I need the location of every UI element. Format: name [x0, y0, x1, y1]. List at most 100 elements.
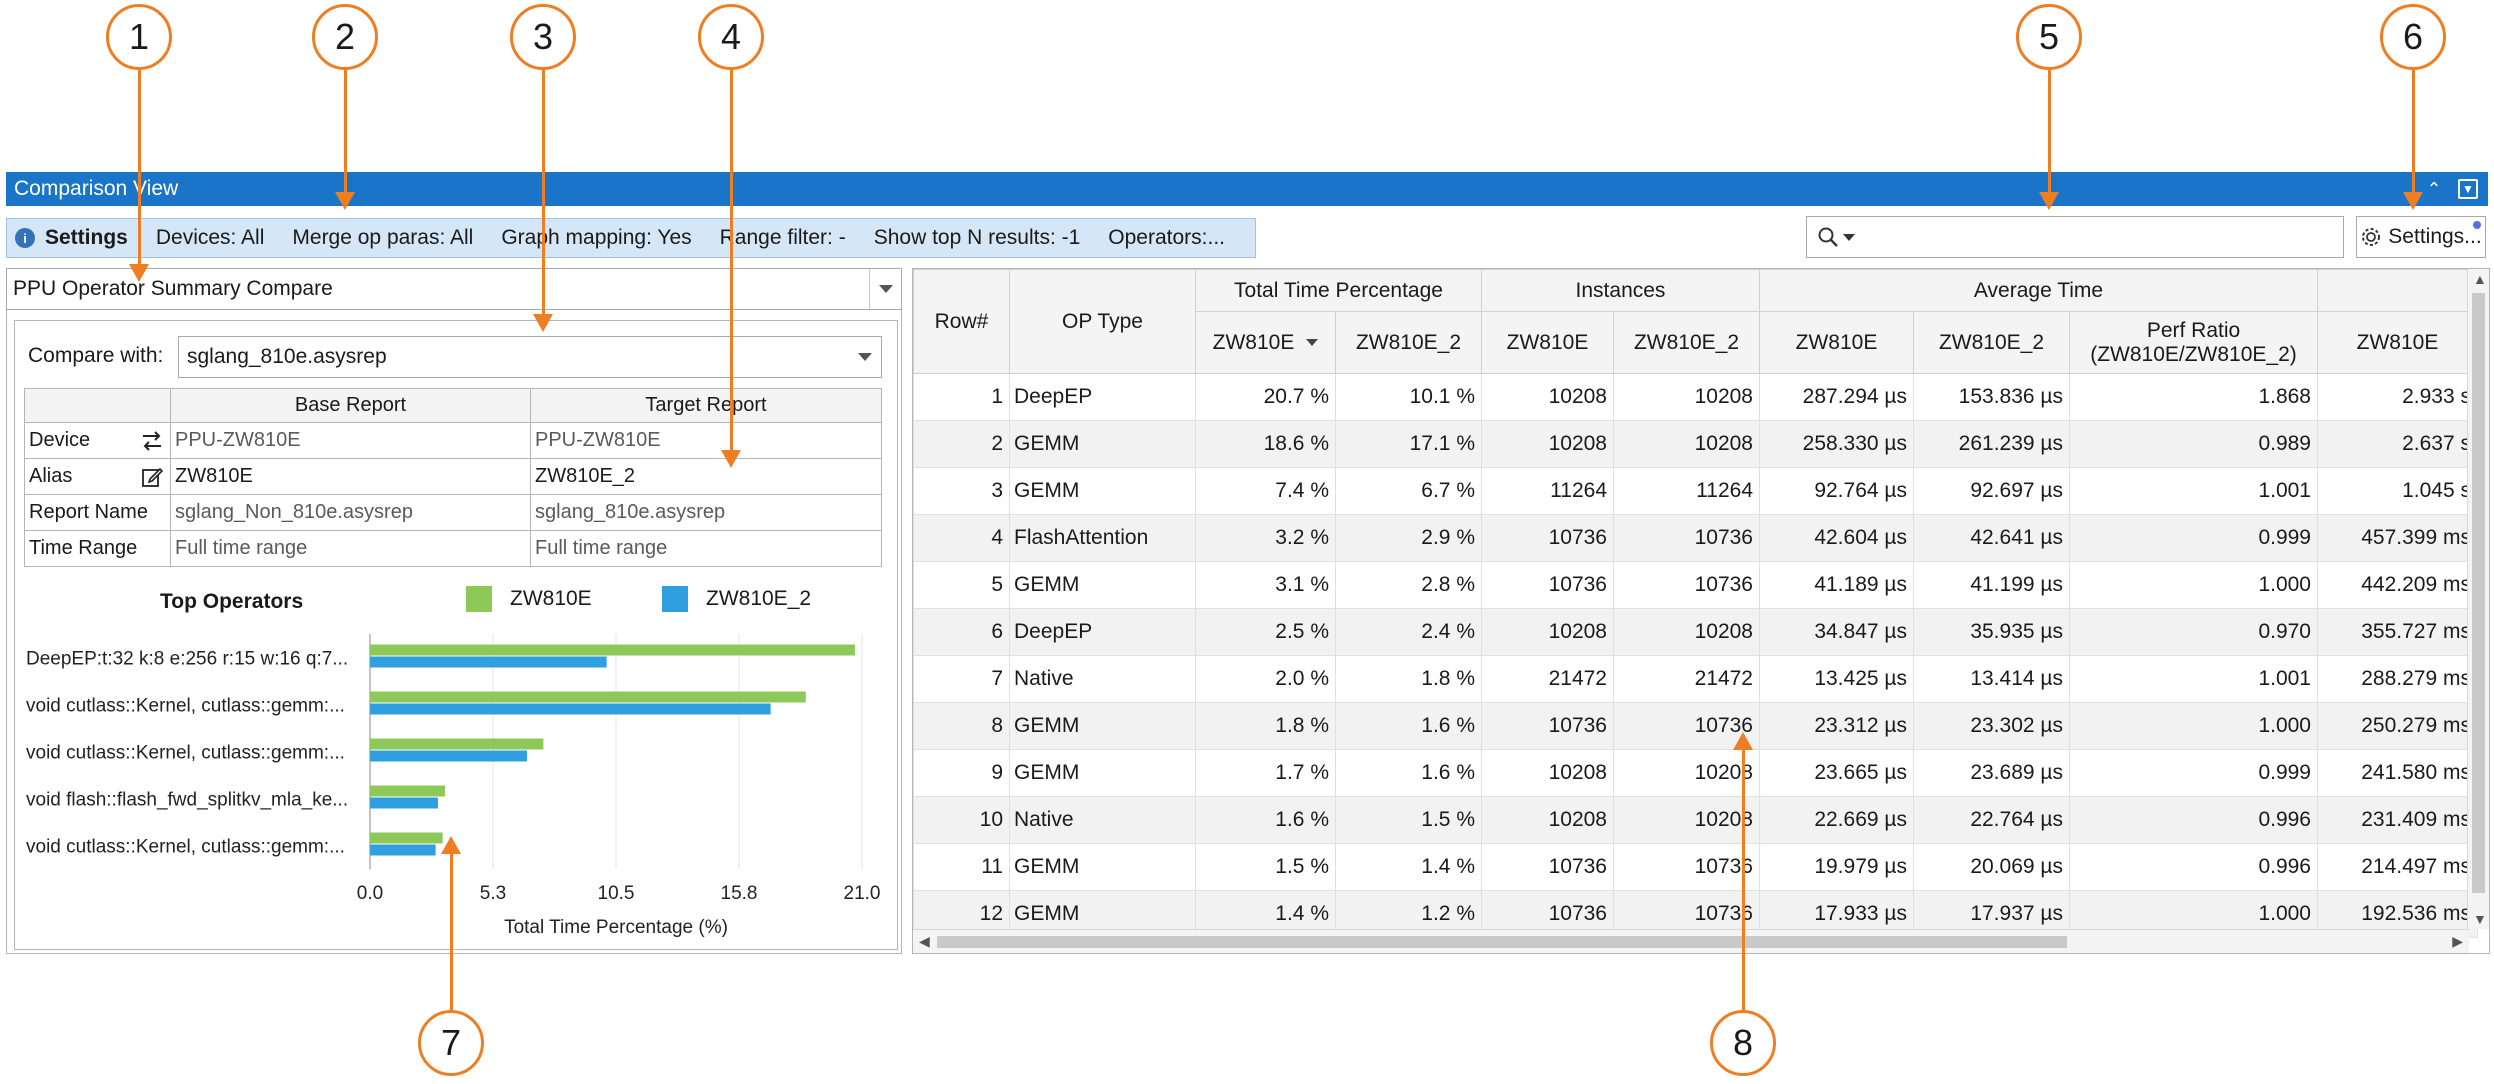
cell-avg-zw810e: 42.604 µs [1759, 514, 1914, 562]
search-icon[interactable] [1817, 226, 1839, 248]
col-op-type[interactable]: OP Type [1009, 269, 1196, 374]
scroll-right-icon[interactable]: ▶ [2452, 933, 2463, 949]
col-total-zw810e-2[interactable]: ZW810E_2 [1335, 311, 1482, 374]
callout-3-arrow [533, 70, 553, 332]
cell-total-zw810e: 18.6 % [1195, 420, 1336, 468]
info-row-time-range: Time Range Full time range Full time ran… [24, 530, 882, 567]
cell-avg-zw810e: 258.330 µs [1759, 420, 1914, 468]
scroll-down-icon[interactable]: ▼ [2473, 911, 2487, 927]
sort-desc-icon[interactable] [1306, 339, 1319, 347]
bar-zw810e-2 [370, 797, 438, 809]
cell-avg-zw810e-2: 23.689 µs [1913, 749, 2070, 797]
cell-total-zw810e: 7.4 % [1195, 467, 1336, 515]
cell-avg-zw810e: 41.189 µs [1759, 561, 1914, 609]
col-perf-ratio[interactable]: Perf Ratio (ZW810E/ZW810E_2) [2069, 311, 2318, 374]
setting-devices: Devices: All [155, 226, 265, 249]
col-inst-zw810e-2[interactable]: ZW810E_2 [1613, 311, 1760, 374]
col-extra-zw810e[interactable]: ZW810E [2317, 311, 2478, 374]
compare-with-select[interactable]: sglang_810e.asysrep [178, 336, 882, 378]
table-row[interactable]: 3 GEMM 7.4 % 6.7 % 11264 11264 92.764 µs 92.697… [913, 467, 2478, 515]
search-input[interactable] [1806, 216, 2344, 258]
callout-1-arrow [129, 70, 149, 282]
cell-extra-zw810e: 214.497 ms [2317, 843, 2478, 891]
col-avg-zw810e-2[interactable]: ZW810E_2 [1913, 311, 2070, 374]
cell-perf-ratio: 0.989 [2069, 420, 2318, 468]
table-row[interactable]: 6 DeepEP 2.5 % 2.4 % 10208 10208 34.847 µs 35.9… [913, 608, 2478, 656]
chevron-down-icon[interactable] [869, 269, 901, 309]
cell-avg-zw810e: 19.979 µs [1759, 843, 1914, 891]
info-target-value: ZW810E_2 [530, 458, 882, 495]
cell-extra-zw810e: 355.727 ms [2317, 608, 2478, 656]
cell-total-zw810e: 2.5 % [1195, 608, 1336, 656]
info-target-value: PPU-ZW810E [530, 422, 882, 459]
callout-3: 3 [510, 4, 576, 70]
chevron-down-icon[interactable] [849, 337, 881, 377]
cell-inst-zw810e: 10208 [1481, 749, 1614, 797]
col-row-number[interactable]: Row# [913, 269, 1010, 374]
cell-perf-ratio: 0.970 [2069, 608, 2318, 656]
legend-label-zw810e-2: ZW810E_2 [706, 587, 812, 610]
cell-perf-ratio: 1.868 [2069, 373, 2318, 421]
chart-legend-b: ZW810E_2 [662, 586, 811, 612]
category-label: void flash::flash_fwd_splitkv_mla_ke... [26, 790, 348, 811]
col-inst-zw810e[interactable]: ZW810E [1481, 311, 1614, 374]
search-dropdown-icon[interactable] [1843, 233, 1855, 241]
table-row[interactable]: 7 Native 2.0 % 1.8 % 21472 21472 13.425 µs 13.4… [913, 655, 2478, 703]
cell-row-number: 6 [913, 608, 1010, 656]
cell-total-zw810e-2: 1.6 % [1335, 749, 1482, 797]
callout-2-arrow [335, 70, 355, 210]
cell-total-zw810e-2: 17.1 % [1335, 420, 1482, 468]
table-row[interactable]: 4 FlashAttention 3.2 % 2.9 % 10736 10736 42.60… [913, 514, 2478, 562]
settings-button[interactable]: Settings... [2356, 216, 2486, 258]
vertical-scrollbar[interactable]: ▲ ▼ [2467, 269, 2489, 929]
cell-op-type: Native [1009, 655, 1196, 703]
cell-extra-zw810e: 288.279 ms [2317, 655, 2478, 703]
table-row[interactable]: 5 GEMM 3.1 % 2.8 % 10736 10736 41.189 µs 41.199… [913, 561, 2478, 609]
horizontal-scroll-thumb[interactable] [937, 936, 2067, 948]
table-row[interactable]: 2 GEMM 18.6 % 17.1 % 10208 10208 258.330 µs 261… [913, 420, 2478, 468]
info-base-value: PPU-ZW810E [170, 422, 531, 459]
cell-avg-zw810e-2: 261.239 µs [1913, 420, 2070, 468]
category-label: void cutlass::Kernel, cutlass::gemm:... [26, 837, 345, 858]
setting-range-filter: Range filter: - [719, 226, 846, 249]
vertical-scroll-thumb[interactable] [2472, 293, 2485, 893]
cell-row-number: 9 [913, 749, 1010, 797]
info-base-value: ZW810E [170, 458, 531, 495]
table-row[interactable]: 11 GEMM 1.5 % 1.4 % 10736 10736 19.979 µs 20.06… [913, 843, 2478, 891]
table-row[interactable]: 9 GEMM 1.7 % 1.6 % 10208 10208 23.665 µs 23.689… [913, 749, 2478, 797]
col-total-zw810e-label: ZW810E [1212, 330, 1295, 354]
compare-with-value: sglang_810e.asysrep [187, 345, 387, 368]
callout-4-arrow [721, 70, 741, 468]
cell-avg-zw810e: 13.425 µs [1759, 655, 1914, 703]
category-label: void cutlass::Kernel, cutlass::gemm:... [26, 743, 345, 764]
col-avg-zw810e[interactable]: ZW810E [1759, 311, 1914, 374]
collapse-icon[interactable]: ⌃ [2426, 178, 2442, 199]
scroll-up-icon[interactable]: ▲ [2473, 271, 2487, 287]
cell-extra-zw810e: 442.209 ms [2317, 561, 2478, 609]
settings-button-label: Settings... [2388, 225, 2482, 248]
cell-perf-ratio: 1.001 [2069, 467, 2318, 515]
cell-avg-zw810e: 22.669 µs [1759, 796, 1914, 844]
callout-7-arrow [441, 836, 461, 1010]
cell-avg-zw810e: 23.312 µs [1759, 702, 1914, 750]
maximize-icon[interactable]: ▼ [2456, 177, 2480, 201]
table-row[interactable]: 1 DeepEP 20.7 % 10.1 % 10208 10208 287.294 µs 1… [913, 373, 2478, 421]
cell-inst-zw810e: 21472 [1481, 655, 1614, 703]
cell-avg-zw810e-2: 153.836 µs [1913, 373, 2070, 421]
edit-icon[interactable] [140, 465, 164, 489]
horizontal-scrollbar[interactable]: ◀ ▶ [913, 929, 2469, 953]
cell-row-number: 2 [913, 420, 1010, 468]
col-total-zw810e[interactable]: ZW810E [1195, 311, 1336, 374]
info-key: Report Name [24, 494, 171, 531]
legend-swatch-zw810e [466, 586, 492, 612]
table-row[interactable]: 8 GEMM 1.8 % 1.6 % 10736 10736 23.312 µs 23.302… [913, 702, 2478, 750]
cell-inst-zw810e: 11264 [1481, 467, 1614, 515]
cell-total-zw810e-2: 1.4 % [1335, 843, 1482, 891]
swap-icon[interactable] [140, 429, 164, 453]
scroll-left-icon[interactable]: ◀ [919, 933, 930, 949]
bar-zw810e [370, 738, 544, 750]
cell-total-zw810e: 1.8 % [1195, 702, 1336, 750]
table-row[interactable]: 10 Native 1.6 % 1.5 % 10208 10208 22.669 µs 22.… [913, 796, 2478, 844]
summary-type-select[interactable]: PPU Operator Summary Compare [6, 268, 902, 310]
settings-strip[interactable]: i Settings Devices: All Merge op paras: … [6, 218, 1256, 258]
